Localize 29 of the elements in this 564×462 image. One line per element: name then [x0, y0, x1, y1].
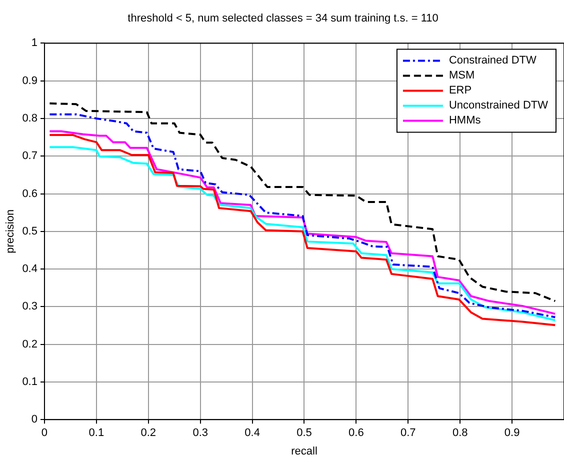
- x-axis-title: recall: [291, 445, 318, 458]
- x-tick-label: 0.5: [296, 427, 312, 440]
- y-axis-title: precision: [4, 209, 17, 254]
- chart-title: threshold < 5, num selected classes = 34 sum training t.s. = 110: [128, 12, 438, 25]
- y-tick-label: 0.2: [22, 338, 38, 350]
- x-tick-label: 0.1: [88, 427, 104, 440]
- x-tick-label: 0.7: [400, 427, 416, 440]
- y-tick-label: 0.6: [22, 188, 38, 200]
- x-tick-label: 0.2: [140, 427, 156, 440]
- x-tick-label: 0.3: [192, 427, 208, 440]
- x-tick-label: 0.9: [504, 427, 520, 440]
- y-tick-label: 0.7: [22, 150, 38, 162]
- legend-label: ERP: [448, 84, 472, 97]
- x-tick-label: 0.6: [348, 427, 364, 440]
- y-tick-label: 0.5: [22, 225, 38, 238]
- y-tick-label: 0: [31, 414, 38, 426]
- legend-label: Unconstrained DTW: [448, 100, 549, 112]
- y-tick-label: 0.3: [22, 300, 38, 313]
- y-tick-label: 0.1: [22, 376, 38, 388]
- y-tick-label: 0.9: [22, 74, 38, 87]
- x-tick-label: 0.8: [452, 427, 468, 440]
- x-tick-label: 0.4: [244, 427, 260, 440]
- y-tick-label: 0.4: [22, 263, 38, 276]
- y-tick-label: 0.8: [22, 112, 38, 125]
- y-tick-label: 1: [31, 37, 38, 50]
- legend-label: MSM: [448, 70, 475, 82]
- legend-label: Constrained DTW: [448, 54, 537, 67]
- x-tick-label: 0: [41, 427, 48, 440]
- legend-label: HMMs: [448, 114, 482, 127]
